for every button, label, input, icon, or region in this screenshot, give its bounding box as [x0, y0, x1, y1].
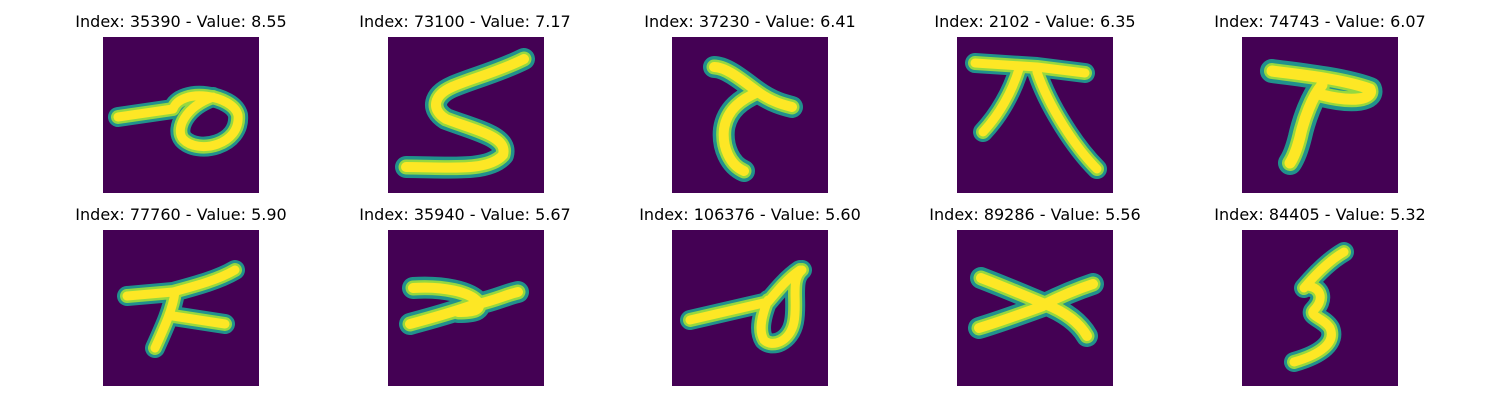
- panel-title: Index: 2102 - Value: 6.35: [934, 12, 1136, 31]
- panel-title: Index: 35940 - Value: 5.67: [359, 205, 571, 224]
- panel-title: Index: 37230 - Value: 6.41: [644, 12, 856, 31]
- panel-title: Index: 35390 - Value: 8.55: [75, 12, 287, 31]
- digit-image: [388, 37, 544, 193]
- panel-title: Index: 77760 - Value: 5.90: [75, 205, 287, 224]
- panel-title: Index: 73100 - Value: 7.17: [359, 12, 571, 31]
- digit-image: [672, 230, 828, 386]
- panel-title: Index: 74743 - Value: 6.07: [1214, 12, 1426, 31]
- panel-title: Index: 106376 - Value: 5.60: [639, 205, 861, 224]
- digit-image: [672, 37, 828, 193]
- panel-title: Index: 84405 - Value: 5.32: [1214, 205, 1426, 224]
- digit-image: [1242, 230, 1398, 386]
- digit-image: [103, 230, 259, 386]
- digit-image: [957, 230, 1113, 386]
- digit-image: [103, 37, 259, 193]
- digit-image: [1242, 37, 1398, 193]
- digit-image: [957, 37, 1113, 193]
- digit-image: [388, 230, 544, 386]
- panel-title: Index: 89286 - Value: 5.56: [929, 205, 1141, 224]
- image-background: [1242, 37, 1398, 193]
